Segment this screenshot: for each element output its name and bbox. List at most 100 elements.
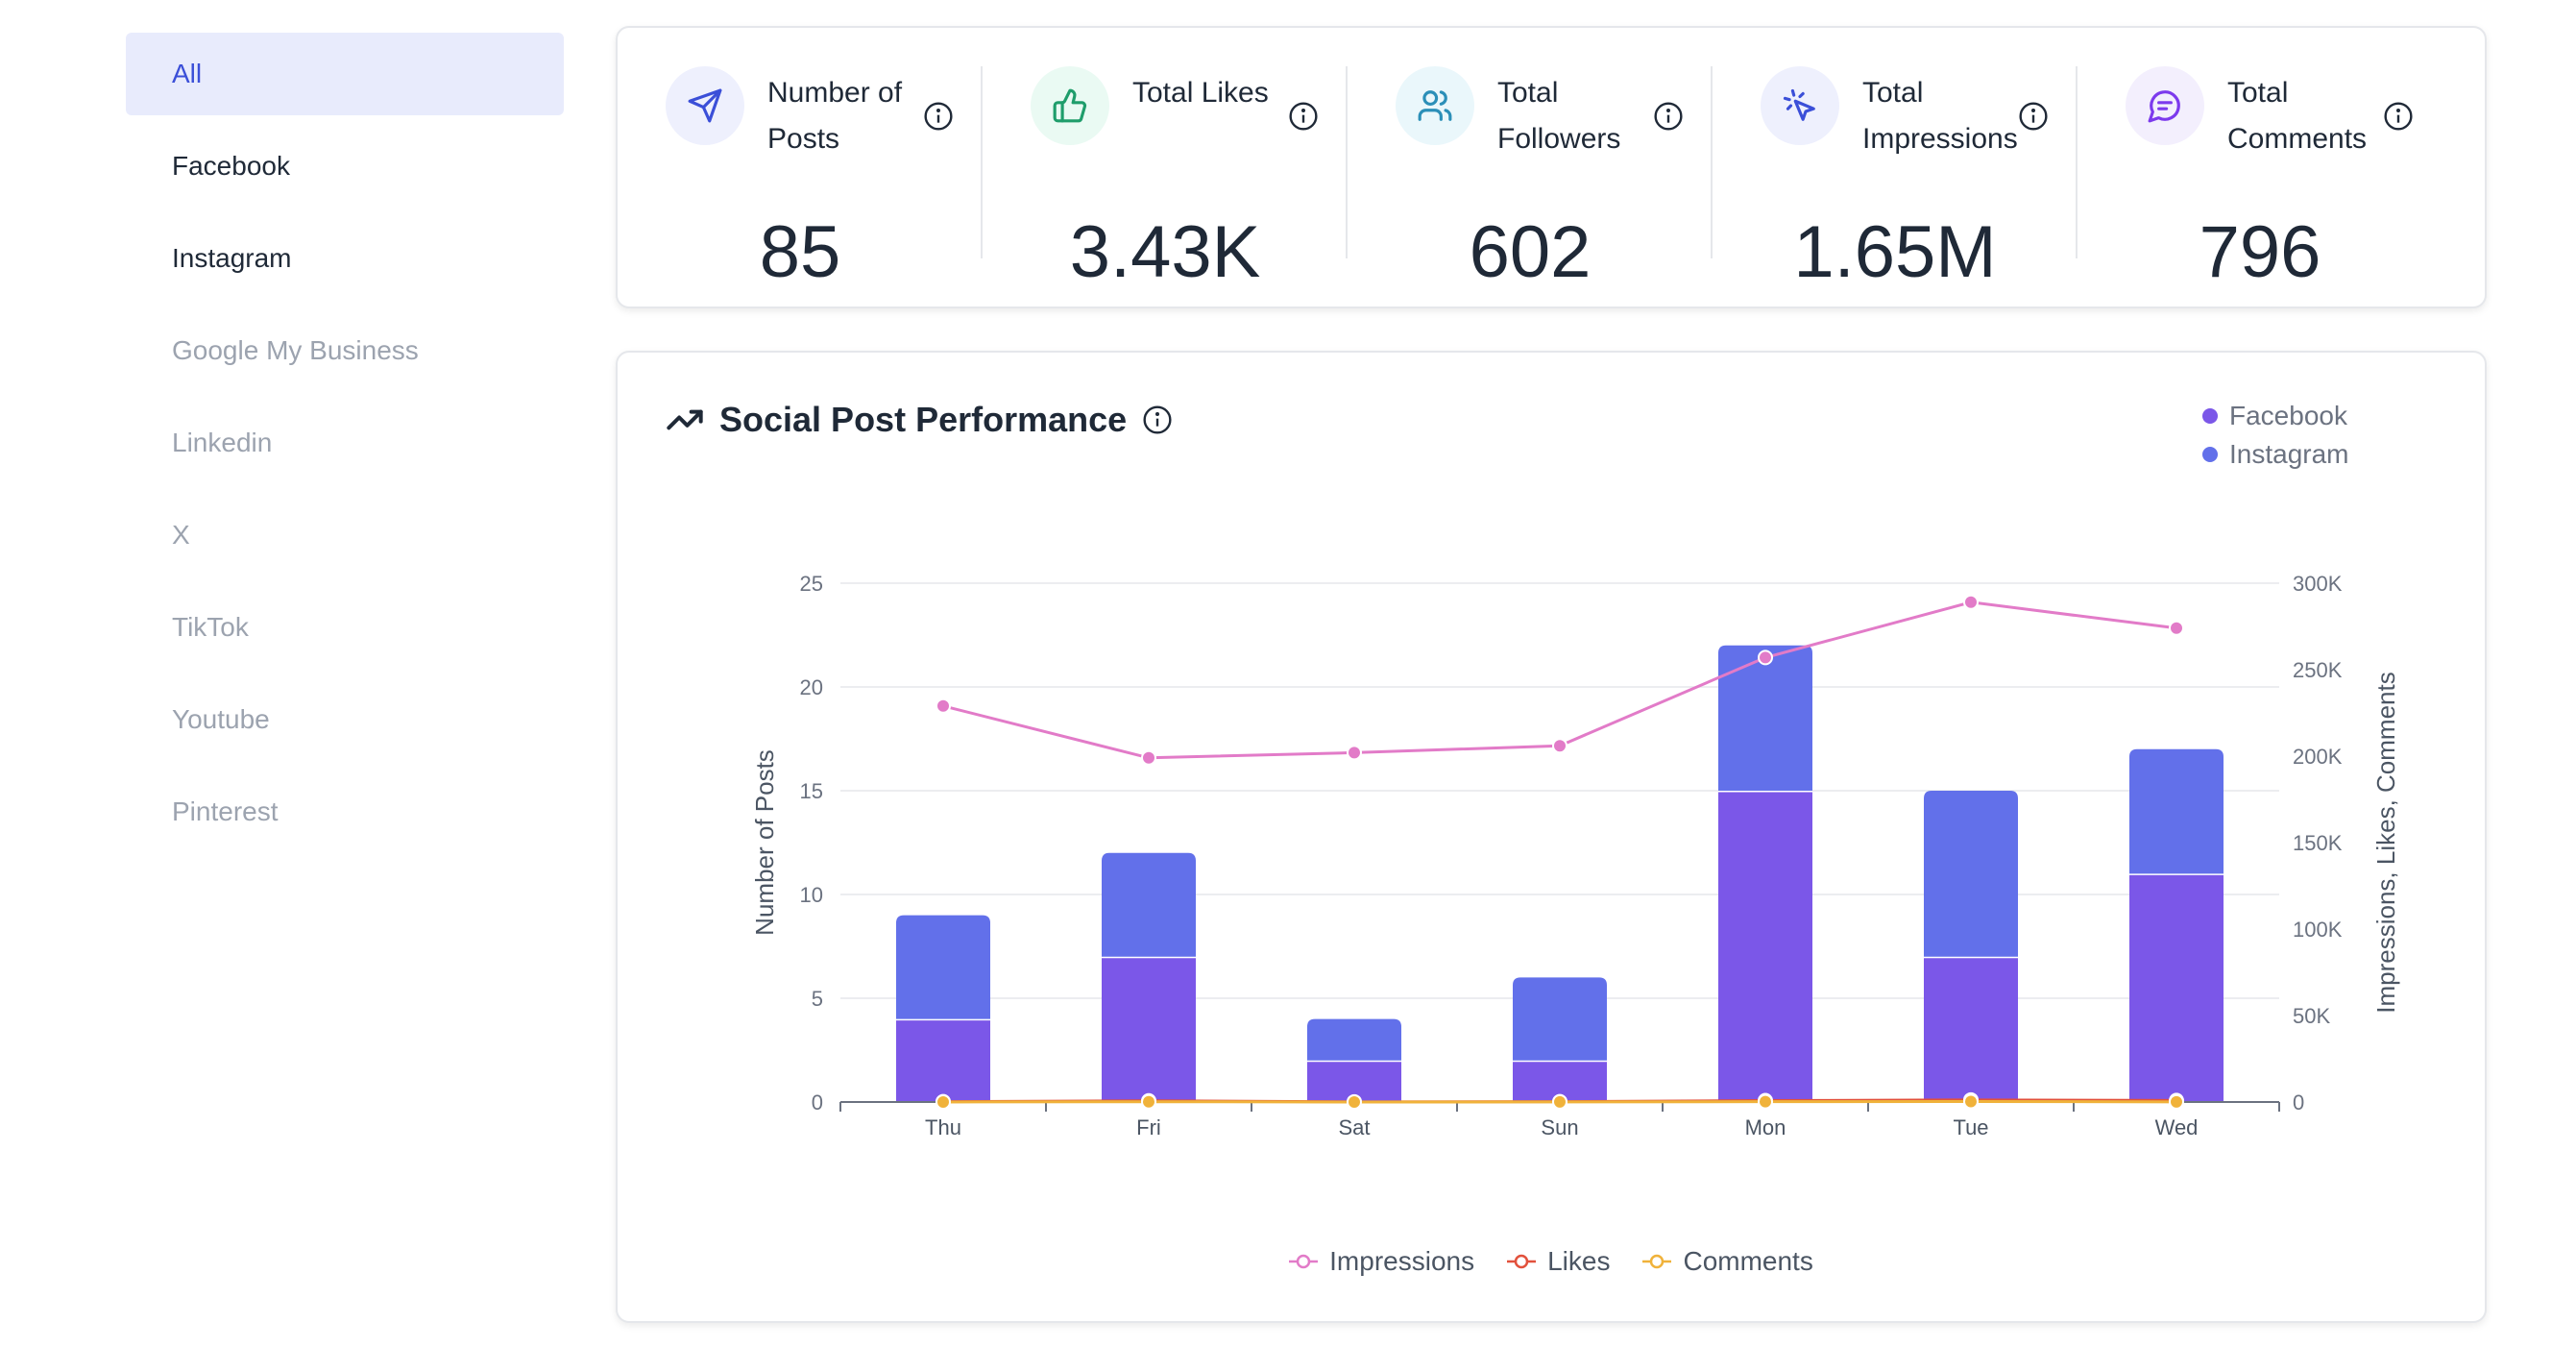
stat-value: 602 xyxy=(1469,211,1592,293)
sidebar-item-label: Linkedin xyxy=(172,428,273,457)
stat-total-likes: Total Likes 3.43K xyxy=(983,28,1348,306)
info-icon[interactable] xyxy=(1653,101,1684,132)
legend-label: Likes xyxy=(1547,1246,1611,1276)
sidebar-item-label: Google My Business xyxy=(172,335,419,365)
y2-tick-label: 50K xyxy=(2293,1004,2330,1028)
sidebar: All Facebook Instagram Google My Busines… xyxy=(126,33,564,863)
sidebar-item-google-my-business[interactable]: Google My Business xyxy=(126,309,564,392)
y2-tick-label: 100K xyxy=(2293,918,2343,942)
y-tick-label: 0 xyxy=(812,1090,823,1114)
stat-total-comments: Total Comments 796 xyxy=(2078,28,2442,306)
bar-instagram xyxy=(896,915,990,1019)
legend-label: Instagram xyxy=(2229,439,2349,469)
legend-item-impressions[interactable]: Impressions xyxy=(1289,1246,1474,1277)
divider xyxy=(981,66,983,258)
point-comments xyxy=(1347,1093,1362,1110)
point-impressions xyxy=(2169,620,2184,636)
line-impressions xyxy=(942,600,2177,760)
y-tick-label: 10 xyxy=(800,883,823,907)
point-comments xyxy=(1141,1093,1156,1110)
stats-card: Number of Posts 85 Total Likes 3.43K Tot… xyxy=(616,26,2487,308)
y2-tick-label: 300K xyxy=(2293,572,2343,596)
x-tick-label: Wed xyxy=(2155,1115,2199,1139)
stat-icon-bg xyxy=(2126,66,2204,145)
send-icon xyxy=(688,88,722,123)
legend-dot xyxy=(2202,447,2218,462)
legend-line-marker xyxy=(1289,1254,1319,1269)
sidebar-item-all[interactable]: All xyxy=(126,33,564,115)
info-icon[interactable] xyxy=(1288,101,1319,132)
social-post-chart: 0 5 10 15 20 25 0 50K 100K 150K 200K 250K 300K Number… xyxy=(750,572,2400,1139)
bar-instagram xyxy=(1307,1018,1401,1061)
bar-facebook xyxy=(1718,791,1812,1102)
bar-facebook xyxy=(1924,956,2018,1102)
sidebar-item-label: Pinterest xyxy=(172,796,279,826)
x-tick-label: Sun xyxy=(1541,1115,1578,1139)
stat-value: 85 xyxy=(759,211,841,293)
stat-label: Total Comments xyxy=(2227,77,2368,155)
legend-label: Comments xyxy=(1683,1246,1813,1276)
sidebar-item-label: All xyxy=(172,59,203,88)
x-tick-label: Mon xyxy=(1745,1115,1786,1139)
pointer-click-icon xyxy=(1783,88,1815,121)
thumbs-up-icon xyxy=(1053,88,1087,123)
y2-axis-label: Impressions, Likes, Comments xyxy=(2371,672,2400,1013)
info-icon[interactable] xyxy=(2018,101,2049,132)
y-axis-label: Number of Posts xyxy=(750,749,779,936)
users-icon xyxy=(1418,90,1452,121)
point-impressions xyxy=(1141,749,1156,766)
stat-value: 3.43K xyxy=(1069,211,1261,293)
stat-value: 1.65M xyxy=(1793,211,1997,293)
point-comments xyxy=(1758,1093,1773,1110)
legend-item-likes[interactable]: Likes xyxy=(1507,1246,1610,1277)
legend-label: Facebook xyxy=(2229,401,2347,430)
legend-line-marker xyxy=(1507,1254,1537,1269)
stat-number-of-posts: Number of Posts 85 xyxy=(618,28,983,306)
legend-label: Impressions xyxy=(1329,1246,1475,1276)
legend-line-marker xyxy=(1642,1254,1672,1269)
stat-icon-bg xyxy=(1396,66,1474,145)
info-icon[interactable] xyxy=(1142,404,1173,435)
chart-card: Social Post Performance Facebook Instagr… xyxy=(616,351,2487,1323)
bar-instagram xyxy=(1924,791,2018,957)
sidebar-item-label: X xyxy=(172,520,190,550)
y2-tick-label: 0 xyxy=(2293,1090,2304,1114)
sidebar-item-facebook[interactable]: Facebook xyxy=(126,125,564,208)
sidebar-item-instagram[interactable]: Instagram xyxy=(126,217,564,300)
point-impressions xyxy=(1963,594,1979,610)
info-icon[interactable] xyxy=(923,101,954,132)
point-impressions xyxy=(1552,738,1567,754)
stat-icon-bg xyxy=(1031,66,1109,145)
stat-label: Total Followers xyxy=(1497,77,1621,155)
y-tick-label: 20 xyxy=(800,675,823,699)
info-icon[interactable] xyxy=(2383,101,2414,132)
y2-tick-label: 150K xyxy=(2293,831,2343,855)
legend-platforms: Facebook Instagram xyxy=(2202,397,2349,474)
legend-metrics: Impressions Likes Comments xyxy=(618,1246,2485,1277)
y-tick-label: 15 xyxy=(800,779,823,803)
divider xyxy=(1346,66,1348,258)
bar-instagram xyxy=(1718,645,1812,791)
y2-tick-label: 250K xyxy=(2293,658,2343,682)
bar-instagram xyxy=(1102,852,1196,957)
legend-item-facebook[interactable]: Facebook xyxy=(2202,397,2349,435)
bar-instagram xyxy=(2129,748,2224,874)
sidebar-item-label: Youtube xyxy=(172,704,270,734)
point-impressions xyxy=(936,698,951,714)
sidebar-item-linkedin[interactable]: Linkedin xyxy=(126,402,564,484)
stat-icon-bg xyxy=(666,66,744,145)
point-comments xyxy=(1552,1093,1567,1110)
chart-header: Social Post Performance xyxy=(666,396,1173,444)
stat-total-impressions: Total Impressions 1.65M xyxy=(1713,28,2078,306)
divider xyxy=(1711,66,1713,258)
stat-label: Number of Posts xyxy=(767,77,903,155)
sidebar-item-x[interactable]: X xyxy=(126,494,564,576)
sidebar-item-youtube[interactable]: Youtube xyxy=(126,678,564,761)
sidebar-item-tiktok[interactable]: TikTok xyxy=(126,586,564,669)
sidebar-item-pinterest[interactable]: Pinterest xyxy=(126,771,564,853)
legend-item-instagram[interactable]: Instagram xyxy=(2202,435,2349,474)
legend-item-comments[interactable]: Comments xyxy=(1642,1246,1813,1277)
chart-title: Social Post Performance xyxy=(719,400,1128,439)
bar-facebook xyxy=(896,1018,990,1102)
message-circle-icon xyxy=(2148,90,2180,123)
